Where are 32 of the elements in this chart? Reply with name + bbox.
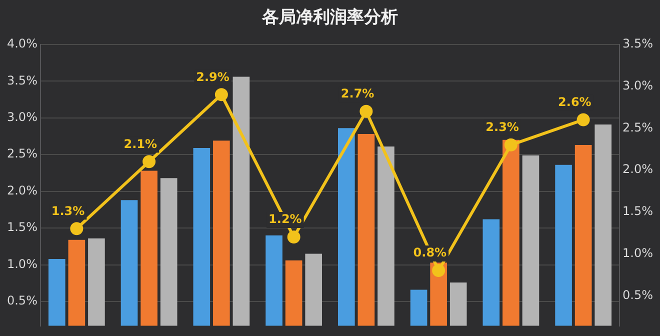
y2-tick-label: 0.5% — [622, 288, 654, 302]
y2-tick-label: 1.0% — [622, 246, 654, 260]
y-tick-label: 3.5% — [6, 73, 38, 88]
point — [504, 138, 518, 152]
data-label: 2.6% — [558, 94, 592, 109]
data-label: 0.8% — [413, 246, 447, 260]
y2-tick-label: 3.0% — [622, 78, 654, 92]
point — [287, 230, 300, 244]
data-label: 2.7% — [340, 86, 374, 101]
point — [360, 104, 373, 118]
y-tick-label: 1.0% — [6, 256, 38, 271]
y-tick-label: 4.0% — [6, 36, 38, 51]
y2-tick-label: 2.0% — [622, 162, 654, 176]
point — [70, 222, 84, 236]
y2-tick-label: 3.5% — [622, 36, 654, 51]
point — [576, 113, 590, 126]
data-label: 2.1% — [124, 136, 158, 151]
y-tick-label: 2.5% — [6, 146, 38, 161]
data-label: 1.2% — [268, 212, 302, 226]
y-tick-label: 2.0% — [6, 183, 38, 198]
y-tick-label: 1.5% — [6, 220, 38, 234]
y2-tick-label: 2.5% — [622, 120, 654, 134]
data-label: 2.9% — [196, 70, 230, 84]
data-label: 2.3% — [486, 120, 519, 134]
y-tick-label: 0.5% — [6, 294, 38, 308]
point — [142, 155, 156, 168]
chart-title: 各局净利润率分析 — [261, 8, 398, 28]
data-label: 1.3% — [51, 204, 85, 218]
point — [432, 264, 446, 278]
y2-tick-label: 1.5% — [622, 204, 654, 218]
point — [214, 88, 228, 102]
y-tick-label: 3.0% — [6, 110, 38, 124]
